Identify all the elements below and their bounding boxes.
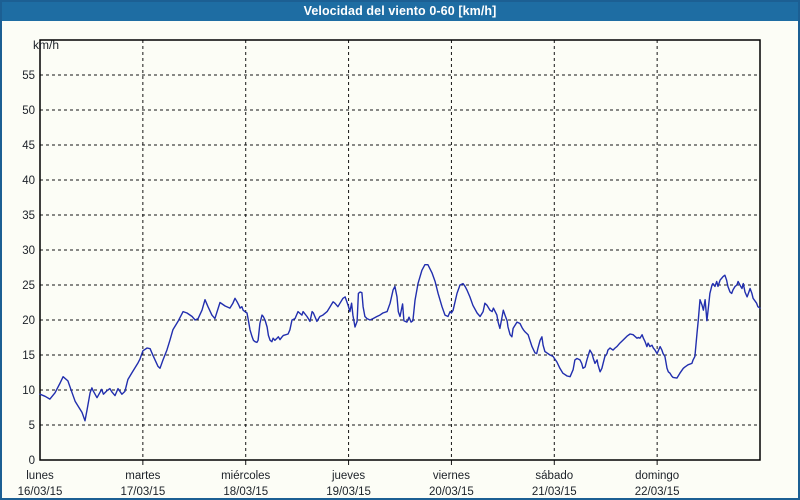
y-tick-label: 0 — [29, 455, 35, 467]
y-axis-unit-label: km/h — [33, 38, 59, 52]
x-date-label: 20/03/15 — [429, 486, 474, 498]
y-tick-label: 45 — [22, 140, 35, 152]
y-tick-label: 25 — [22, 280, 35, 292]
x-day-label: jueves — [331, 470, 365, 482]
y-tick-label: 40 — [22, 175, 35, 187]
y-tick-label: 5 — [29, 420, 35, 432]
y-tick-label: 15 — [22, 350, 35, 362]
x-date-label: 22/03/15 — [635, 486, 680, 498]
chart-title: Velocidad del viento 0-60 [km/h] — [303, 4, 497, 18]
wind-speed-series-line — [39, 264, 761, 422]
chart-title-bar: Velocidad del viento 0-60 [km/h] — [2, 2, 798, 21]
x-day-label: martes — [125, 470, 160, 482]
x-date-label: 18/03/15 — [223, 486, 268, 498]
x-day-label: domingo — [635, 470, 679, 482]
y-tick-label: 50 — [22, 105, 35, 117]
x-date-label: 17/03/15 — [120, 486, 165, 498]
y-tick-label: 30 — [22, 245, 35, 257]
y-tick-label: 35 — [22, 210, 35, 222]
x-day-label: miércoles — [221, 470, 270, 482]
x-date-label: 16/03/15 — [18, 486, 63, 498]
y-tick-label: 10 — [22, 385, 35, 397]
x-date-label: 21/03/15 — [532, 486, 577, 498]
plot-border — [39, 39, 761, 461]
x-day-label: sábado — [535, 470, 573, 482]
x-date-label: 19/03/15 — [326, 486, 371, 498]
y-tick-label: 20 — [22, 315, 35, 327]
y-tick-label: 55 — [22, 70, 35, 82]
x-day-label: lunes — [26, 470, 54, 482]
x-day-label: viernes — [433, 470, 470, 482]
